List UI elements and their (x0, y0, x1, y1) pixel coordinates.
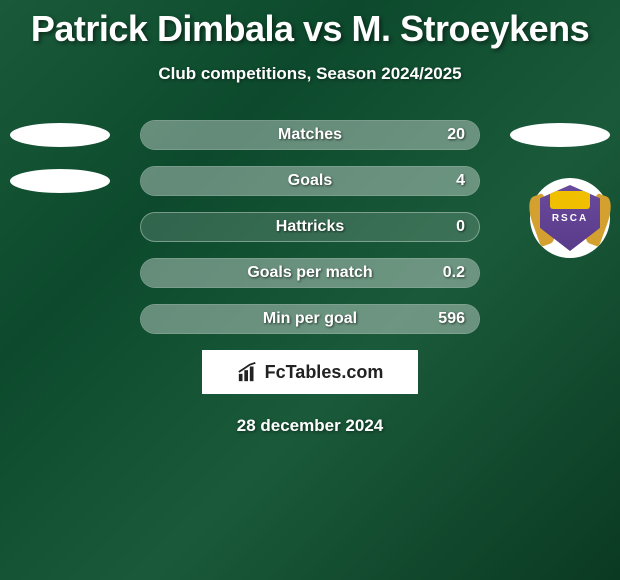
brand-box: FcTables.com (202, 350, 418, 394)
stat-row-goals: Goals 4 (0, 166, 620, 196)
subtitle: Club competitions, Season 2024/2025 (0, 64, 620, 84)
stat-label: Hattricks (276, 218, 344, 236)
stat-label: Min per goal (263, 310, 357, 328)
stat-bar: Goals per match 0.2 (140, 258, 480, 288)
stat-row-gpm: Goals per match 0.2 (0, 258, 620, 288)
stat-bar: Hattricks 0 (140, 212, 480, 242)
stat-row-hattricks: Hattricks 0 (0, 212, 620, 242)
stat-label: Goals (288, 172, 332, 190)
stat-row-matches: Matches 20 (0, 120, 620, 150)
stat-row-mpg: Min per goal 596 (0, 304, 620, 334)
badge-shield-icon: RSCA (540, 185, 600, 251)
stat-bar: Matches 20 (140, 120, 480, 150)
stats-container: Matches 20 Goals 4 Hattricks 0 Goals per… (0, 120, 620, 334)
stat-bar: Min per goal 596 (140, 304, 480, 334)
stat-value: 0.2 (443, 264, 465, 282)
stat-value: 0 (456, 218, 465, 236)
stat-value: 4 (456, 172, 465, 190)
player-left-placeholder-icon (10, 123, 110, 147)
stat-bar: Goals 4 (140, 166, 480, 196)
brand-text: FcTables.com (265, 362, 384, 383)
stat-label: Matches (278, 126, 342, 144)
date-text: 28 december 2024 (0, 416, 620, 436)
stat-value: 20 (447, 126, 465, 144)
stat-label: Goals per match (247, 264, 372, 282)
stat-value: 596 (438, 310, 465, 328)
club-badge-anderlecht-icon: RSCA (530, 178, 610, 258)
page-title: Patrick Dimbala vs M. Stroeykens (0, 0, 620, 50)
club-badge-inner: RSCA (540, 185, 600, 251)
player-left-placeholder-icon (10, 169, 110, 193)
player-right-placeholder-icon (510, 123, 610, 147)
brand-chart-icon (237, 361, 259, 383)
badge-letters: RSCA (552, 213, 588, 224)
